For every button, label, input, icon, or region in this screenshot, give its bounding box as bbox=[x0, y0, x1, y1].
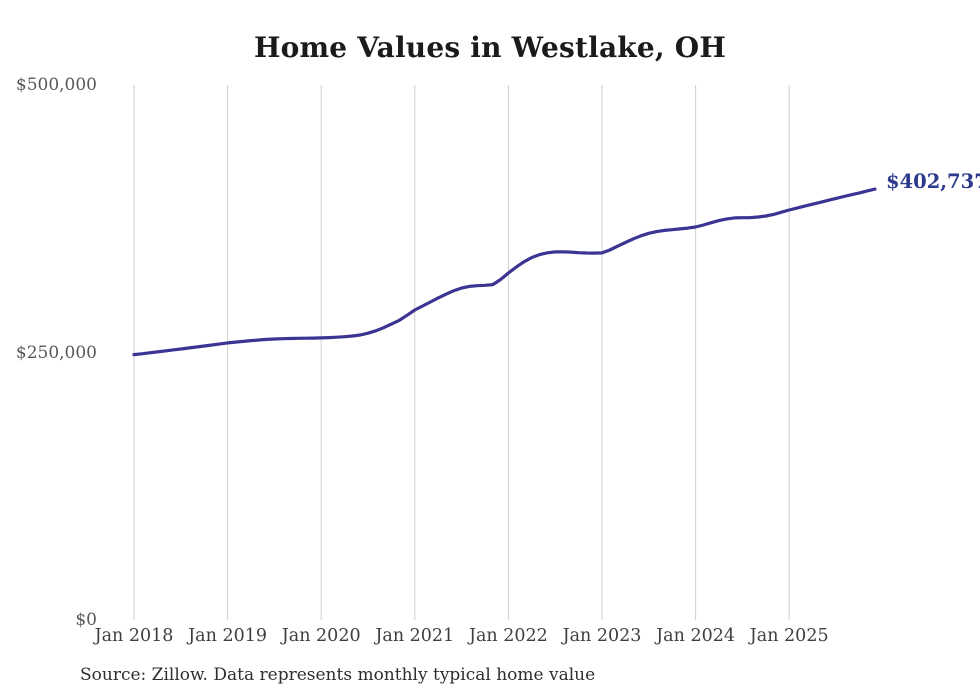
x-axis-tick-label: Jan 2025 bbox=[749, 626, 829, 646]
x-axis-tick-label: Jan 2024 bbox=[656, 626, 735, 646]
gridlines bbox=[133, 85, 790, 620]
x-axis-tick-label: Jan 2019 bbox=[188, 626, 267, 646]
x-axis-tick-label: Jan 2022 bbox=[468, 626, 548, 646]
y-axis-tick-label: $0 bbox=[75, 610, 97, 630]
page-title: Home Values in Westlake, OH bbox=[253, 31, 727, 64]
x-axis-tick-label: Jan 2020 bbox=[281, 626, 361, 646]
x-axis-tick-label: Jan 2018 bbox=[94, 626, 174, 646]
source-note: Source: Zillow. Data represents monthly … bbox=[80, 665, 596, 685]
home-value-line bbox=[132, 187, 877, 357]
x-axis-tick-label: Jan 2021 bbox=[375, 626, 455, 646]
y-axis-tick-label: $500,000 bbox=[15, 75, 97, 95]
value-end-label: $402,737 bbox=[886, 170, 980, 193]
x-axis-tick-label: Jan 2023 bbox=[562, 626, 642, 646]
y-axis-tick-label: $250,000 bbox=[15, 342, 97, 363]
